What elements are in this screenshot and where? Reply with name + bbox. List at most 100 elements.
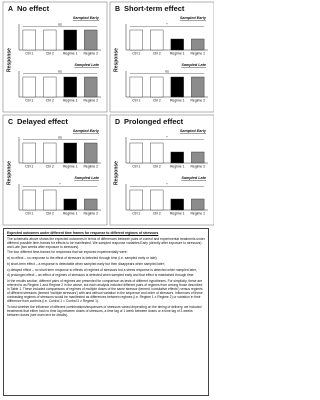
bar — [43, 29, 57, 51]
caption-paragraph: The schematic above shows the expected o… — [7, 236, 205, 249]
subpanel-label: Sampled Early — [180, 129, 207, 133]
bar — [43, 189, 57, 211]
bar — [129, 189, 143, 211]
subpanel-label: Sampled Late — [74, 176, 99, 180]
significance-label: ns — [165, 69, 169, 73]
subpanel-label: Sampled Early — [73, 129, 100, 133]
panel-letter: D — [115, 119, 120, 126]
x-tick-label: Regime 2 — [83, 98, 98, 102]
bar — [191, 76, 205, 98]
bar — [22, 189, 36, 211]
x-tick-label: Ctrl 1 — [132, 211, 140, 215]
panel-title: No effect — [17, 4, 50, 13]
bar — [84, 29, 98, 51]
x-tick-label: Regime 2 — [190, 98, 205, 102]
bar — [150, 142, 164, 164]
bar — [22, 29, 36, 51]
y-axis-label: Response — [113, 48, 119, 72]
x-tick-label: Ctrl 1 — [132, 51, 140, 55]
caption-paragraph: In the results section, different pairs … — [7, 278, 203, 304]
subpanel-label: Sampled Late — [74, 63, 99, 67]
bar — [43, 76, 57, 98]
bar — [150, 76, 164, 98]
bar — [63, 142, 77, 164]
subpanel-label: Sampled Early — [180, 16, 207, 20]
panel-letter: C — [8, 119, 13, 126]
x-tick-label: Regime 1 — [63, 51, 78, 55]
panel-letter: A — [8, 6, 13, 13]
significance-label: ns — [58, 69, 62, 73]
subpanel-label: Sampled Late — [181, 176, 206, 180]
significance-label: * — [166, 182, 168, 186]
bar — [129, 76, 143, 98]
panel-title: Short-term effect — [124, 4, 185, 13]
bar — [63, 76, 77, 98]
bar — [170, 76, 184, 98]
x-tick-label: Regime 1 — [170, 211, 185, 215]
x-tick-label: Regime 2 — [83, 51, 98, 55]
x-tick-label: Ctrl 2 — [46, 164, 54, 168]
x-tick-label: Ctrl 1 — [132, 164, 140, 168]
bar — [170, 198, 184, 211]
x-tick-label: Ctrl 2 — [46, 211, 54, 215]
bar — [170, 151, 184, 164]
x-tick-label: Ctrl 1 — [25, 98, 33, 102]
bar — [63, 29, 77, 51]
x-tick-label: Regime 1 — [63, 211, 78, 215]
x-tick-label: Ctrl 1 — [25, 51, 33, 55]
x-tick-label: Ctrl 2 — [153, 51, 161, 55]
caption-paragraph: a) no effect – no response to the effect… — [7, 256, 158, 261]
significance-label: * — [59, 182, 61, 186]
panel-title: Prolonged effect — [124, 117, 184, 126]
y-axis-label: Response — [6, 48, 12, 72]
significance-label: ns — [58, 22, 62, 26]
panel-letter: B — [115, 6, 120, 13]
caption-paragraph: The four different time-frames for respo… — [7, 250, 128, 255]
bar — [150, 189, 164, 211]
y-axis-label: Response — [113, 161, 119, 185]
x-tick-label: Ctrl 2 — [153, 98, 161, 102]
panel-frame — [2, 114, 108, 226]
caption-paragraph: b) short-term effect – a response is det… — [7, 261, 165, 266]
x-tick-label: Ctrl 1 — [25, 211, 33, 215]
bar — [84, 142, 98, 164]
subpanel-label: Sampled Early — [73, 16, 100, 20]
x-tick-label: Regime 2 — [83, 164, 98, 168]
subpanel-label: Sampled Late — [181, 63, 206, 67]
bar — [150, 29, 164, 51]
panels: A No effect Response Sampled Early Ctrl 1 Ctr… — [2, 1, 214, 226]
x-tick-label: Ctrl 2 — [153, 164, 161, 168]
x-tick-label: Regime 1 — [63, 164, 78, 168]
x-tick-label: Regime 2 — [190, 51, 205, 55]
x-tick-label: Regime 1 — [170, 51, 185, 55]
x-tick-label: Regime 1 — [170, 98, 185, 102]
x-tick-label: Regime 2 — [190, 211, 205, 215]
x-tick-label: Regime 2 — [190, 164, 205, 168]
bar — [191, 151, 205, 164]
figure: A No effect Response Sampled Early Ctrl 1 Ctr… — [2, 1, 214, 396]
caption-box: Expected outcomes under different time f… — [3, 228, 209, 396]
significance-label: ns — [58, 135, 62, 139]
panel-title: Delayed effect — [17, 117, 68, 126]
x-tick-label: Ctrl 2 — [153, 211, 161, 215]
caption-paragraph: d) prolonged effect – an effect of regim… — [7, 273, 195, 278]
bar — [191, 38, 205, 51]
bar — [84, 76, 98, 98]
x-tick-label: Ctrl 2 — [46, 51, 54, 55]
panel-frame — [109, 114, 214, 226]
bar — [63, 198, 77, 211]
bar — [84, 198, 98, 211]
bar — [191, 198, 205, 211]
bar — [129, 142, 143, 164]
x-tick-label: Ctrl 1 — [132, 98, 140, 102]
panel-frame — [109, 1, 214, 113]
x-tick-label: Regime 1 — [63, 98, 78, 102]
caption-title: Expected outcomes under different time f… — [7, 231, 159, 235]
y-axis-label: Response — [6, 161, 12, 185]
bar — [129, 29, 143, 51]
bar — [43, 142, 57, 164]
caption-paragraph: c) delayed effect – no short term respon… — [7, 267, 197, 272]
x-tick-label: Ctrl 2 — [46, 98, 54, 102]
x-tick-label: Regime 1 — [170, 164, 185, 168]
panel-frame — [2, 1, 108, 113]
